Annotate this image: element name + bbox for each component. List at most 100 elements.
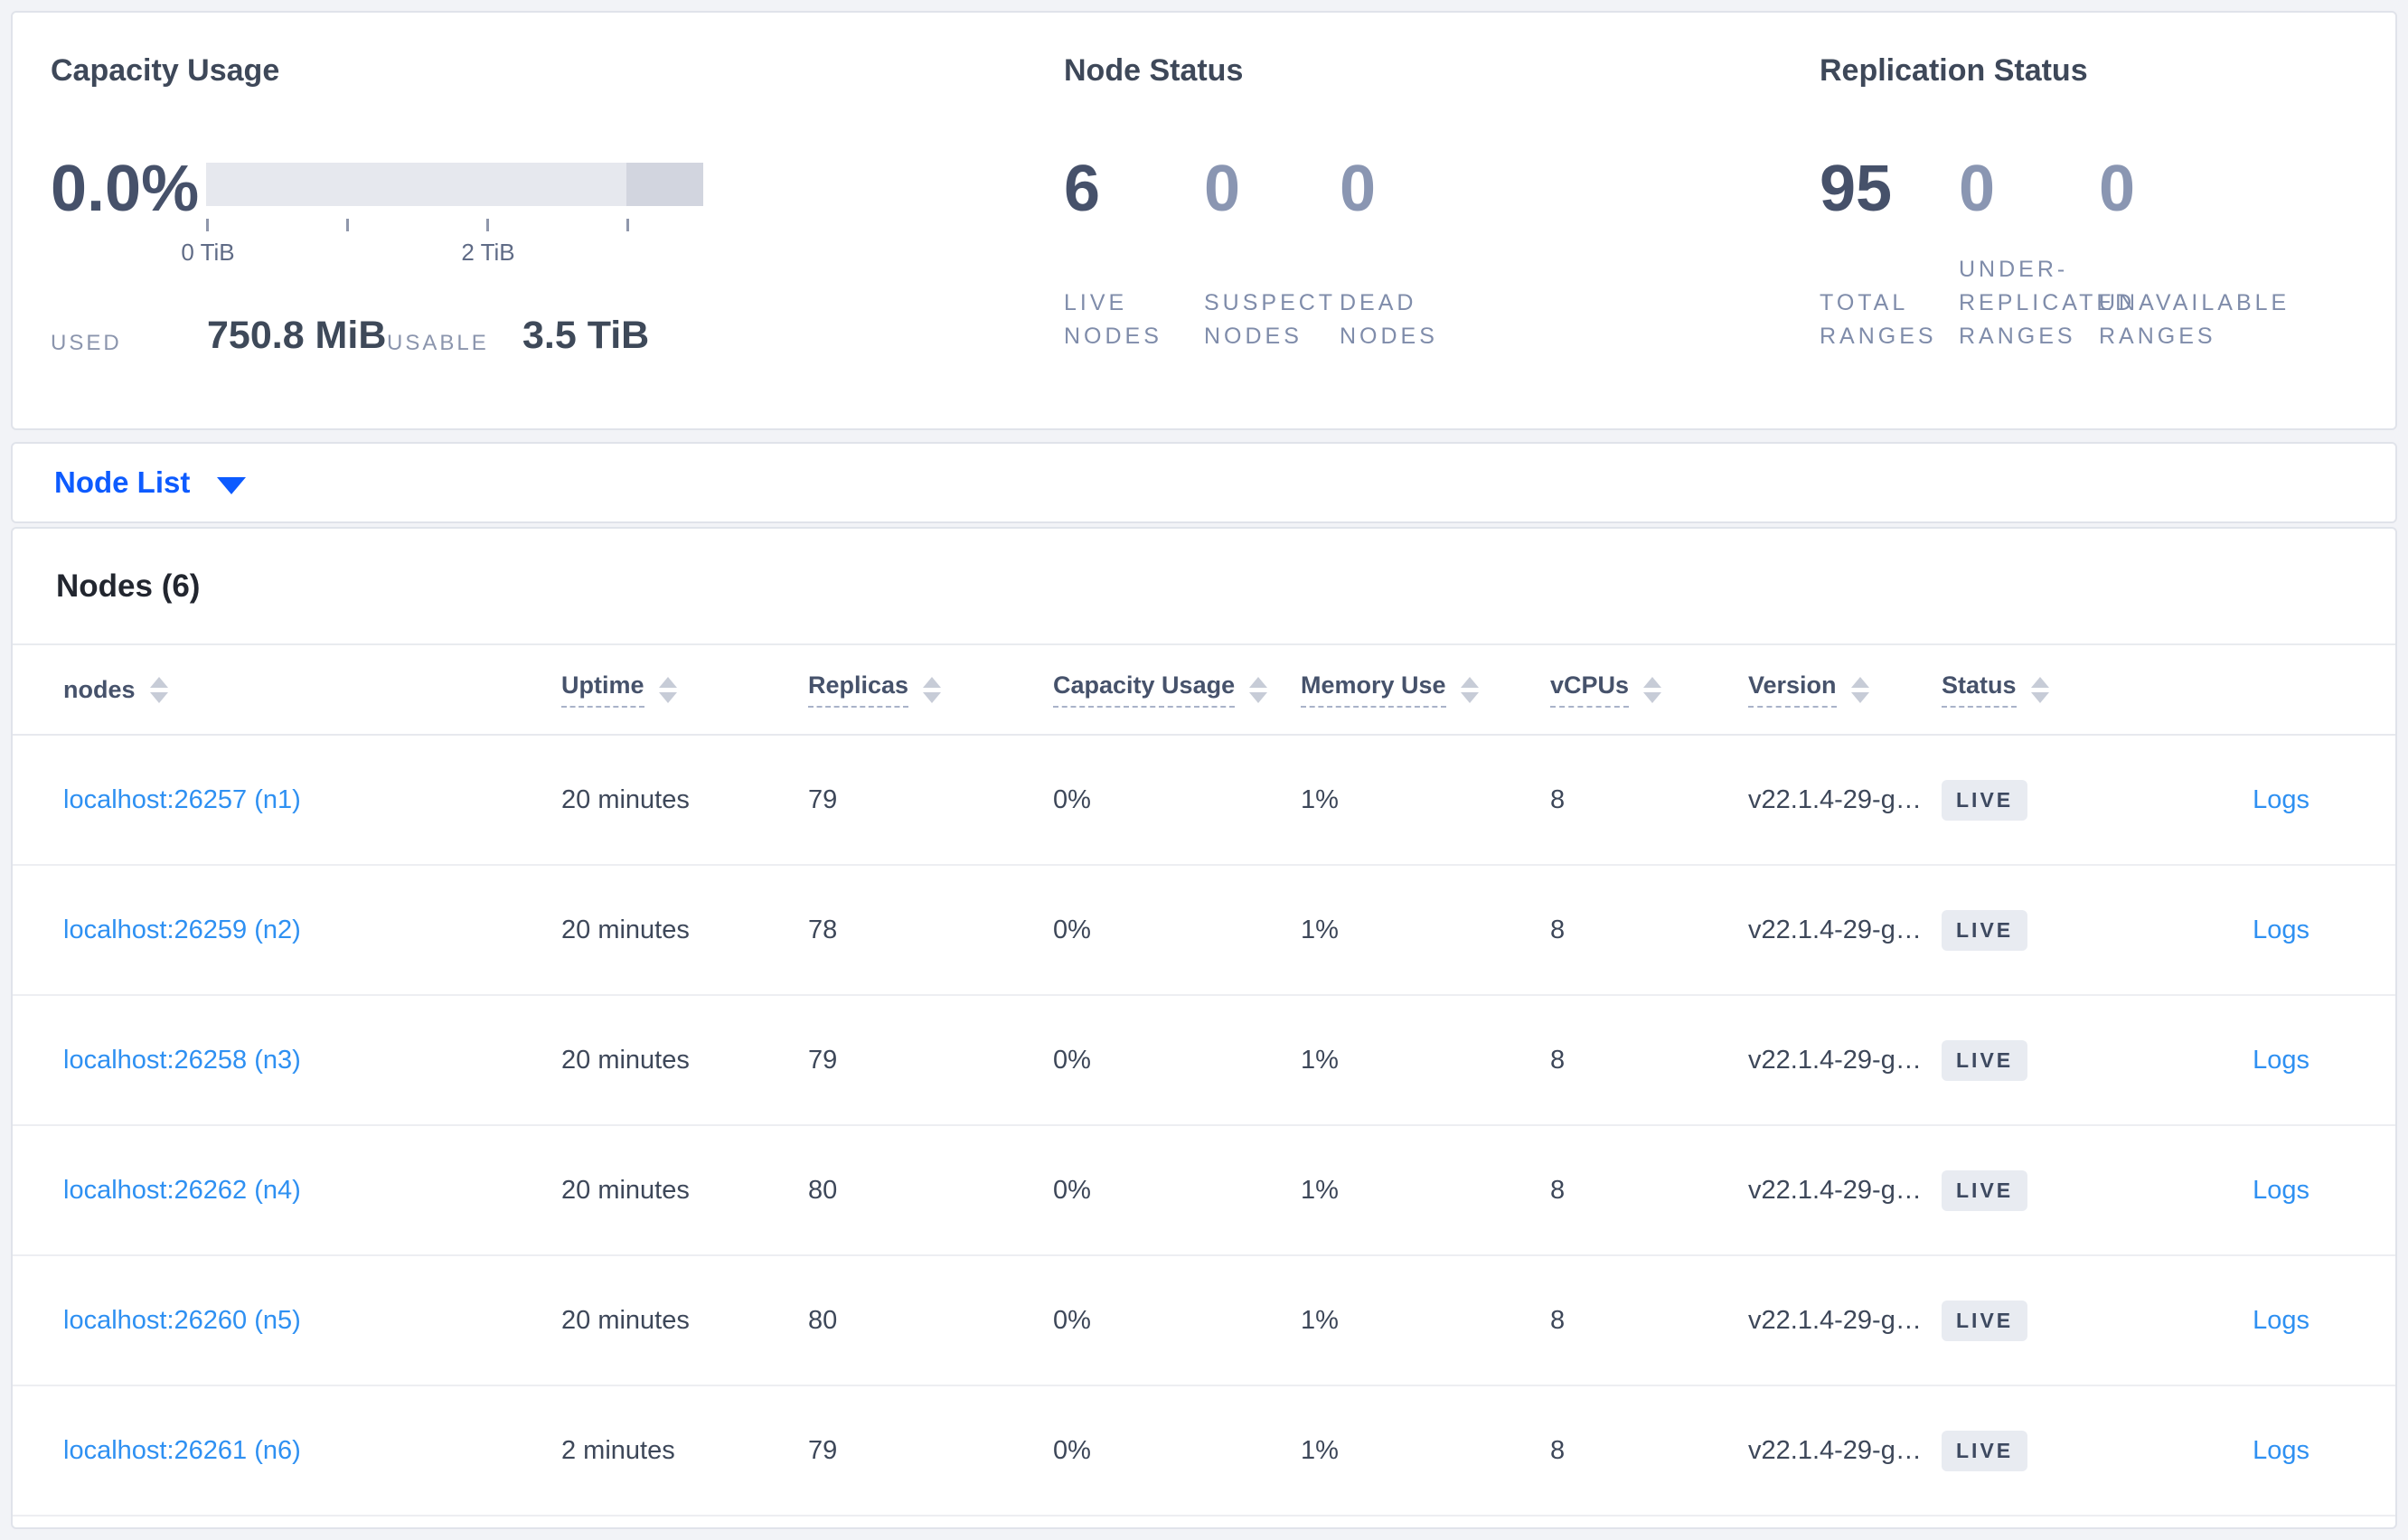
version-cell: v22.1.4-29-g… (1748, 1435, 1922, 1465)
sort-icon (2030, 676, 2049, 703)
capacity-gauge-tick (626, 219, 629, 231)
version-cell: v22.1.4-29-g… (1748, 784, 1922, 814)
table-row: localhost:26259 (n2) 20 minutes 78 0% 1%… (13, 866, 2395, 996)
memory-use-cell: 1% (1301, 784, 1339, 814)
nodes-count-heading: Nodes (6) (56, 568, 201, 604)
memory-use-cell: 1% (1301, 1435, 1339, 1465)
capacity-usage-cell: 0% (1053, 1435, 1091, 1465)
version-cell: v22.1.4-29-g… (1748, 1175, 1922, 1205)
node-link[interactable]: localhost:26260 (n5) (63, 1305, 301, 1335)
dead-nodes-label: DEAD NODES (1340, 290, 1438, 349)
capacity-gauge: 0 TiB 2 TiB (181, 163, 703, 280)
node-link[interactable]: localhost:26258 (n3) (63, 1045, 301, 1075)
uptime-cell: 20 minutes (561, 915, 690, 944)
capacity-usage-cell: 0% (1053, 915, 1091, 944)
memory-use-cell: 1% (1301, 1305, 1339, 1335)
capacity-gauge-tick (346, 219, 349, 231)
replicas-cell: 78 (808, 915, 838, 944)
uptime-cell: 2 minutes (561, 1435, 675, 1465)
table-row: localhost:26261 (n6) 2 minutes 79 0% 1% … (13, 1386, 2395, 1517)
live-nodes-count: 6 (1064, 153, 1101, 225)
capacity-gauge-tick-label: 2 TiB (461, 239, 515, 266)
vcpus-cell: 8 (1550, 915, 1566, 944)
vcpus-cell: 8 (1550, 1435, 1566, 1465)
cluster-summary-card: Capacity Usage 0.0% 0 TiB 2 TiB USED 750… (11, 11, 2397, 430)
node-link[interactable]: localhost:26262 (n4) (63, 1175, 301, 1205)
capacity-usage-section: Capacity Usage 0.0% 0 TiB 2 TiB USED 750… (51, 13, 756, 428)
version-cell: v22.1.4-29-g… (1748, 1305, 1922, 1335)
uptime-cell: 20 minutes (561, 1305, 690, 1335)
memory-use-cell: 1% (1301, 1045, 1339, 1075)
replicas-cell: 79 (808, 1435, 838, 1465)
view-selector-bar: Node List (11, 442, 2397, 523)
node-list-dropdown-label: Node List (54, 465, 191, 499)
usable-label: USABLE (387, 331, 489, 355)
memory-use-cell: 1% (1301, 1175, 1339, 1205)
dead-nodes-count: 0 (1340, 153, 1377, 225)
node-link[interactable]: localhost:26257 (n1) (63, 784, 301, 814)
table-row: localhost:26262 (n4) 20 minutes 80 0% 1%… (13, 1126, 2395, 1256)
column-header-version[interactable]: Version (1748, 671, 1942, 708)
sort-icon (149, 676, 168, 703)
capacity-gauge-tick (206, 219, 209, 231)
total-ranges-count: 95 (1820, 153, 1893, 225)
status-badge: LIVE (1942, 1169, 2028, 1211)
capacity-used-percent: 0.0% (51, 153, 200, 225)
used-label: USED (51, 331, 122, 355)
replicas-cell: 80 (808, 1305, 838, 1335)
usable-value: 3.5 TiB (522, 314, 650, 357)
replication-status-title: Replication Status (1820, 53, 2088, 88)
capacity-gauge-tick-label: 0 TiB (181, 239, 235, 266)
column-header-status[interactable]: Status (1942, 671, 2240, 708)
node-status-section: Node Status 6 0 0 LIVE NODES SUSPECT NOD… (1064, 13, 1534, 428)
column-header-uptime[interactable]: Uptime (561, 671, 808, 708)
logs-link[interactable]: Logs (2253, 784, 2309, 814)
total-ranges-label: TOTAL RANGES (1820, 290, 1937, 349)
node-link[interactable]: localhost:26259 (n2) (63, 915, 301, 944)
sort-icon (923, 676, 942, 703)
suspect-nodes-count: 0 (1204, 153, 1241, 225)
sort-icon (1460, 676, 1479, 703)
status-badge: LIVE (1942, 1039, 2028, 1081)
vcpus-cell: 8 (1550, 784, 1566, 814)
status-badge: LIVE (1942, 779, 2028, 821)
memory-use-cell: 1% (1301, 915, 1339, 944)
sort-icon (1249, 676, 1268, 703)
logs-link[interactable]: Logs (2253, 1045, 2309, 1075)
vcpus-cell: 8 (1550, 1045, 1566, 1075)
node-list-dropdown[interactable]: Node List (13, 465, 247, 500)
node-status-values: 6 0 0 (1064, 155, 1484, 222)
version-cell: v22.1.4-29-g… (1748, 1045, 1922, 1075)
capacity-usage-cell: 0% (1053, 1305, 1091, 1335)
nodes-table-title-row: Nodes (6) (13, 529, 2395, 645)
replicas-cell: 79 (808, 784, 838, 814)
node-link[interactable]: localhost:26261 (n6) (63, 1435, 301, 1465)
vcpus-cell: 8 (1550, 1175, 1566, 1205)
logs-link[interactable]: Logs (2253, 1435, 2309, 1465)
replicas-cell: 79 (808, 1045, 838, 1075)
uptime-cell: 20 minutes (561, 1175, 690, 1205)
column-header-replicas[interactable]: Replicas (808, 671, 1053, 708)
logs-link[interactable]: Logs (2253, 915, 2309, 944)
logs-link[interactable]: Logs (2253, 1175, 2309, 1205)
table-header-row: nodes Uptime Replicas Capacity Usage Mem… (13, 645, 2395, 736)
unavailable-ranges-count: 0 (2099, 153, 2136, 225)
status-badge: LIVE (1942, 1430, 2028, 1471)
nodes-table-card: Nodes (6) nodes Uptime Replicas Capacity… (11, 527, 2397, 1529)
table-row: localhost:26257 (n1) 20 minutes 79 0% 1%… (13, 736, 2395, 866)
status-badge: LIVE (1942, 1300, 2028, 1341)
capacity-gauge-tick (486, 219, 489, 231)
capacity-usage-cell: 0% (1053, 784, 1091, 814)
suspect-nodes-label: SUSPECT NODES (1204, 290, 1336, 349)
column-header-memory-use[interactable]: Memory Use (1301, 671, 1550, 708)
column-header-vcpus[interactable]: vCPUs (1550, 671, 1748, 708)
capacity-gauge-track (206, 163, 626, 206)
vcpus-cell: 8 (1550, 1305, 1566, 1335)
column-header-nodes[interactable]: nodes (63, 676, 561, 704)
logs-link[interactable]: Logs (2253, 1305, 2309, 1335)
table-row: localhost:26258 (n3) 20 minutes 79 0% 1%… (13, 996, 2395, 1126)
replicas-cell: 80 (808, 1175, 838, 1205)
under-replicated-ranges-label: UNDER-REPLICATED RANGES (1959, 257, 2136, 349)
live-nodes-label: LIVE NODES (1064, 290, 1162, 349)
column-header-capacity-usage[interactable]: Capacity Usage (1053, 671, 1301, 708)
